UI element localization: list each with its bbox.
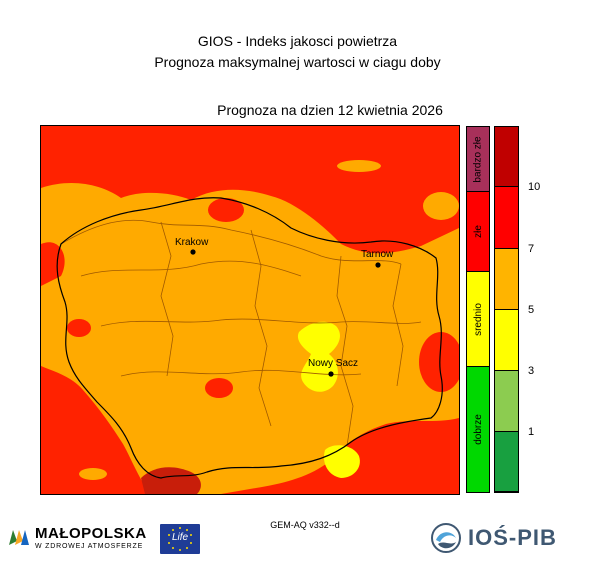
air-quality-map: Krakow Tarnow Nowy Sacz bbox=[40, 125, 460, 495]
legend-scale-seg bbox=[495, 187, 518, 249]
zone-bad bbox=[205, 378, 233, 398]
city-label-krakow: Krakow bbox=[175, 237, 209, 248]
city-label-tarnow: Tarnow bbox=[361, 249, 394, 260]
city-dot-tarnow bbox=[375, 262, 381, 268]
zone-moderate bbox=[337, 160, 381, 172]
district-border bbox=[250, 229, 272, 427]
legend-tick: 1 bbox=[528, 426, 535, 438]
district-border bbox=[120, 369, 362, 377]
zone-bad bbox=[67, 319, 91, 337]
ios-pib-text: IOŚ-PIB bbox=[468, 525, 557, 550]
legend-cat-very-bad: bardzo złe bbox=[467, 127, 489, 192]
model-label: GEM-AQ v332--d bbox=[270, 520, 340, 530]
legend-cat-bad: złe bbox=[467, 192, 489, 272]
region-outline bbox=[56, 197, 443, 479]
district-border bbox=[60, 219, 402, 265]
legend-scale-seg bbox=[495, 127, 518, 187]
legend-scale-seg bbox=[495, 371, 518, 432]
district-border bbox=[100, 318, 422, 327]
forecast-date: Prognoza na dzien 12 kwietnia 2026 bbox=[217, 102, 443, 118]
life-text: Life bbox=[171, 532, 189, 543]
malopolska-text: MAŁOPOLSKA bbox=[35, 525, 147, 542]
malopolska-m-icon bbox=[9, 530, 29, 545]
legend-tick: 7 bbox=[528, 243, 535, 255]
legend-scale-seg bbox=[495, 310, 518, 371]
ios-pib-logo: IOŚ-PIB bbox=[428, 520, 568, 556]
city-dot-nowy-sacz bbox=[328, 371, 334, 377]
legend-tick: 10 bbox=[528, 181, 541, 193]
district-border bbox=[80, 260, 302, 277]
legend-cat-bad-label: złe bbox=[472, 225, 484, 238]
legend-scale-seg bbox=[495, 432, 518, 492]
legend-scale-bar bbox=[494, 126, 519, 493]
zone-moderate bbox=[79, 468, 107, 480]
city-label-nowy-sacz: Nowy Sacz bbox=[308, 358, 358, 369]
legend-tick: 3 bbox=[528, 365, 535, 377]
map-subtitle: Prognoza maksymalnej wartosci w ciagu do… bbox=[154, 54, 441, 70]
zone-bad bbox=[419, 332, 459, 392]
district-border bbox=[160, 221, 174, 377]
legend-cat-good-label: dobrze bbox=[472, 414, 484, 445]
eu-stars-icon bbox=[168, 527, 192, 551]
zone-moderate bbox=[423, 192, 459, 220]
legend-cat-good: dobrze bbox=[467, 367, 489, 492]
legend-cat-fair: srednio bbox=[467, 272, 489, 367]
legend-category-bar: bardzo złe złe srednio dobrze bbox=[466, 126, 490, 493]
district-border bbox=[392, 263, 404, 387]
ios-swirl-icon bbox=[431, 523, 461, 553]
map-title: GIOS - Indeks jakosci powietrza bbox=[197, 33, 398, 49]
city-dot-krakow bbox=[190, 249, 196, 255]
district-border bbox=[336, 255, 354, 447]
zone-moderate bbox=[208, 198, 244, 222]
legend-tick: 5 bbox=[528, 304, 535, 316]
legend-scale-seg bbox=[495, 249, 518, 310]
legend-cat-fair-label: srednio bbox=[472, 302, 484, 336]
life-logo: Life bbox=[160, 524, 200, 554]
legend-cat-very-bad-label: bardzo złe bbox=[472, 135, 484, 183]
zone-very-bad bbox=[141, 467, 201, 494]
malopolska-subtext: W ZDROWEJ ATMOSFERZE bbox=[35, 543, 144, 550]
